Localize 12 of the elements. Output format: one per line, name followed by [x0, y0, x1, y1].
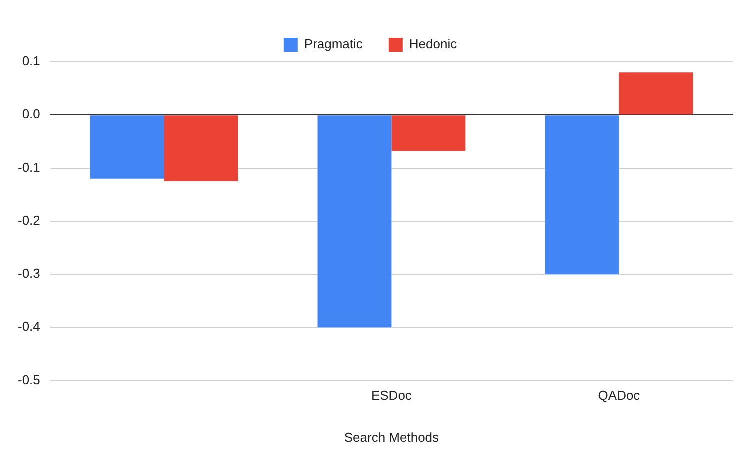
y-tick-label: 0.1: [22, 54, 40, 69]
x-tick-label: ESDoc: [371, 388, 412, 404]
x-axis-title: Search Methods: [344, 430, 440, 445]
y-tick-label: 0.0: [22, 106, 40, 122]
y-tick-label: -0.2: [18, 212, 40, 228]
y-tick-label: -0.5: [18, 372, 40, 388]
y-tick-label: -0.3: [18, 266, 40, 282]
legend-label: Pragmatic: [304, 36, 364, 52]
y-tick-label: -0.1: [18, 160, 40, 175]
x-tick-label: QADoc: [598, 388, 641, 404]
legend-label: Hedonic: [409, 36, 458, 52]
y-tick-label: -0.4: [18, 319, 40, 334]
